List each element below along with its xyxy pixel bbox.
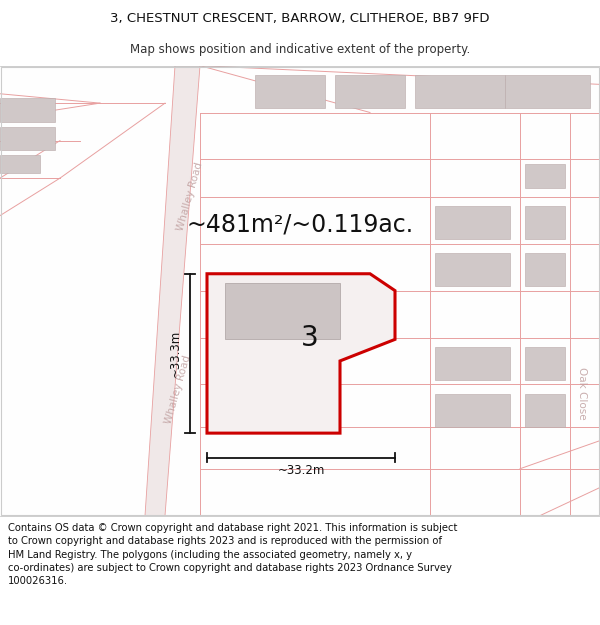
- Text: Map shows position and indicative extent of the property.: Map shows position and indicative extent…: [130, 42, 470, 56]
- Bar: [435, 253, 510, 286]
- Bar: [525, 394, 565, 426]
- Polygon shape: [145, 66, 200, 516]
- Text: Contains OS data © Crown copyright and database right 2021. This information is : Contains OS data © Crown copyright and d…: [8, 523, 457, 586]
- Polygon shape: [0, 126, 55, 150]
- Text: ~33.2m: ~33.2m: [277, 464, 325, 477]
- Text: Oak Close: Oak Close: [577, 368, 587, 420]
- Bar: [525, 347, 565, 379]
- Text: 3: 3: [301, 324, 319, 351]
- Bar: [335, 75, 405, 108]
- Bar: [435, 347, 510, 379]
- Polygon shape: [0, 154, 40, 173]
- Text: Whalley Road: Whalley Road: [175, 161, 205, 232]
- Text: ~33.3m: ~33.3m: [169, 330, 182, 377]
- Polygon shape: [207, 274, 395, 433]
- Bar: [415, 75, 505, 108]
- Bar: [435, 394, 510, 426]
- Text: Whalley Road: Whalley Road: [163, 354, 193, 424]
- Bar: [525, 253, 565, 286]
- Bar: [505, 75, 590, 108]
- Bar: [255, 75, 325, 108]
- Polygon shape: [0, 98, 55, 122]
- Bar: [525, 206, 565, 239]
- Bar: [225, 283, 340, 339]
- Text: ~481m²/~0.119ac.: ~481m²/~0.119ac.: [187, 213, 413, 237]
- Text: 3, CHESTNUT CRESCENT, BARROW, CLITHEROE, BB7 9FD: 3, CHESTNUT CRESCENT, BARROW, CLITHEROE,…: [110, 12, 490, 25]
- Bar: [435, 206, 510, 239]
- Bar: [525, 164, 565, 188]
